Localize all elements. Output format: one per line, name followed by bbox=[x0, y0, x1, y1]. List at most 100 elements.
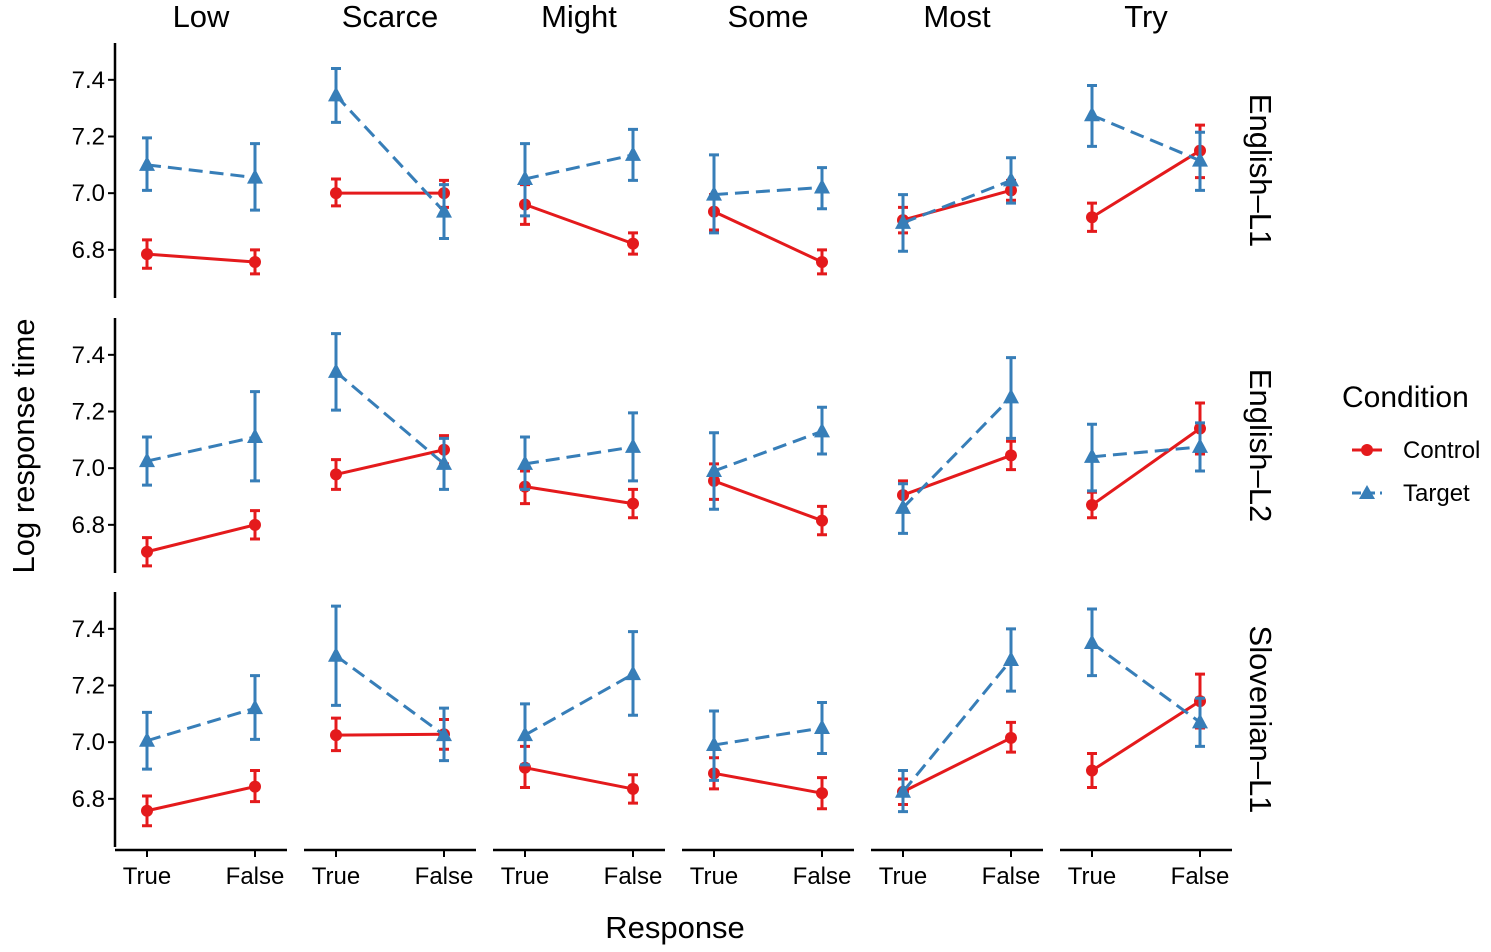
target-series-line bbox=[335, 370, 445, 466]
control-series-line bbox=[524, 766, 634, 791]
control-series-line bbox=[713, 479, 823, 522]
target-point bbox=[1084, 447, 1100, 463]
target-series-line bbox=[1091, 445, 1201, 459]
control-point bbox=[249, 780, 261, 793]
control-series-line bbox=[902, 188, 1012, 222]
target-series-line bbox=[901, 659, 1013, 793]
target-point bbox=[625, 665, 641, 681]
target-point bbox=[814, 422, 830, 438]
target-point bbox=[1003, 388, 1019, 404]
target-point bbox=[436, 202, 452, 218]
x-tick-label: False bbox=[604, 863, 663, 890]
legend-key-marker bbox=[1361, 444, 1373, 456]
panel-might-2 bbox=[517, 630, 641, 805]
target-point bbox=[1003, 171, 1019, 187]
target-series-line bbox=[524, 153, 634, 181]
panel-some-1 bbox=[706, 405, 830, 537]
y-tick-label: 7.2 bbox=[72, 399, 105, 426]
control-point bbox=[330, 468, 342, 481]
target-series-line bbox=[1091, 641, 1201, 724]
x-tick-label: True bbox=[312, 863, 360, 890]
y-tick-label: 7.4 bbox=[72, 67, 105, 94]
target-series-line bbox=[146, 435, 256, 463]
target-series-line bbox=[713, 726, 823, 747]
control-point bbox=[249, 518, 261, 531]
panel-try-2 bbox=[1084, 607, 1208, 789]
y-axis-title: Log response time bbox=[6, 318, 41, 573]
control-point bbox=[627, 782, 639, 795]
panel-most-0 bbox=[895, 156, 1019, 253]
x-tick-label: True bbox=[501, 863, 549, 890]
x-axis-title: Response bbox=[605, 910, 745, 945]
target-series-line bbox=[524, 445, 634, 466]
control-series-line bbox=[146, 523, 256, 554]
control-point bbox=[816, 514, 828, 527]
control-point bbox=[141, 248, 153, 261]
row-strip-label: Slovenian–L1 bbox=[1243, 626, 1278, 814]
control-series-line bbox=[902, 736, 1012, 794]
target-point bbox=[1084, 634, 1100, 649]
target-point bbox=[436, 726, 452, 742]
panel-most-1 bbox=[895, 356, 1019, 535]
control-point bbox=[1005, 731, 1017, 744]
target-point bbox=[814, 719, 830, 734]
control-series-line bbox=[713, 210, 823, 264]
target-series-line bbox=[524, 672, 634, 737]
target-point bbox=[517, 454, 533, 470]
panel-scarce-1 bbox=[328, 332, 452, 491]
target-point bbox=[1084, 106, 1100, 122]
control-series-line bbox=[524, 485, 634, 506]
target-series-line bbox=[902, 179, 1012, 225]
panel-most-2 bbox=[895, 627, 1019, 814]
panel-try-1 bbox=[1084, 401, 1208, 520]
target-point bbox=[247, 699, 263, 715]
target-point bbox=[517, 170, 533, 185]
column-strip-label: Some bbox=[728, 0, 809, 34]
control-point bbox=[816, 787, 828, 800]
target-point bbox=[895, 498, 911, 514]
target-point bbox=[1192, 437, 1208, 453]
y-tick-label: 7.0 bbox=[72, 729, 105, 756]
control-series-line bbox=[1091, 149, 1201, 219]
target-point bbox=[247, 168, 263, 184]
panel-low-0 bbox=[139, 136, 263, 276]
control-point bbox=[330, 187, 342, 200]
target-point bbox=[517, 726, 533, 742]
control-series-line bbox=[146, 785, 256, 813]
legend-title: Condition bbox=[1342, 381, 1469, 414]
control-series-line bbox=[335, 448, 445, 476]
legend-label: Target bbox=[1403, 480, 1470, 507]
target-point bbox=[895, 782, 911, 798]
target-series-line bbox=[901, 396, 1013, 509]
control-point bbox=[1005, 449, 1017, 462]
target-series-line bbox=[334, 94, 446, 213]
x-tick-label: True bbox=[1068, 863, 1116, 890]
control-series-line bbox=[146, 252, 256, 264]
column-strip-label: Low bbox=[173, 0, 230, 34]
x-tick-label: False bbox=[1171, 863, 1230, 890]
panel-some-0 bbox=[706, 153, 830, 276]
panel-scarce-0 bbox=[328, 67, 452, 240]
target-series-line bbox=[1091, 113, 1201, 162]
target-series-line bbox=[146, 706, 256, 743]
x-tick-label: False bbox=[793, 863, 852, 890]
y-tick-label: 7.4 bbox=[72, 616, 105, 643]
y-tick-label: 7.2 bbox=[72, 124, 105, 151]
control-point bbox=[141, 804, 153, 817]
y-tick-label: 6.8 bbox=[72, 237, 105, 264]
y-tick-label: 7.4 bbox=[72, 342, 105, 369]
control-point bbox=[1086, 211, 1098, 224]
control-point bbox=[816, 256, 828, 269]
legend-key-marker bbox=[1359, 485, 1375, 499]
panel-low-1 bbox=[139, 390, 263, 568]
x-tick-label: True bbox=[690, 863, 738, 890]
x-tick-label: True bbox=[879, 863, 927, 890]
target-point bbox=[706, 462, 722, 477]
control-series-line bbox=[1091, 699, 1201, 772]
target-point bbox=[328, 362, 344, 378]
target-point bbox=[814, 178, 830, 194]
y-tick-label: 7.0 bbox=[72, 180, 105, 207]
target-series-line bbox=[335, 654, 445, 737]
